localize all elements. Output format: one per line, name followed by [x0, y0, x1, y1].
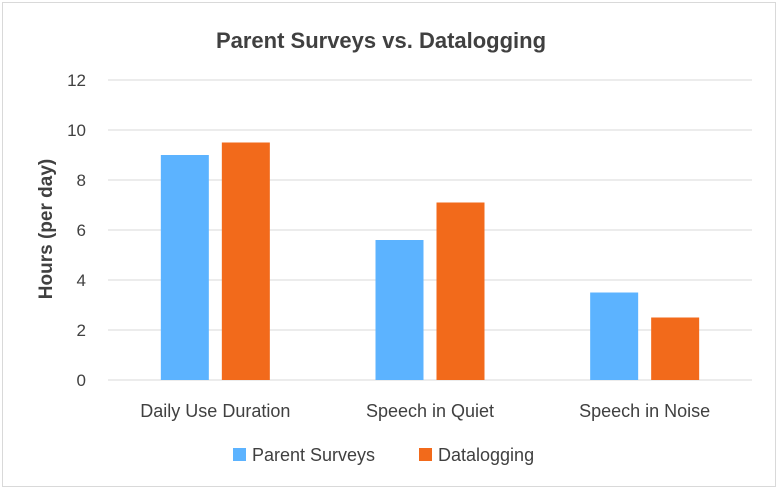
gridlines: [108, 79, 752, 381]
y-axis-label: Hours (per day): [36, 159, 57, 299]
y-tick-label: 6: [77, 221, 86, 240]
x-category-label: Daily Use Duration: [140, 401, 290, 421]
legend-swatch: [419, 448, 432, 461]
y-tick-label: 8: [77, 171, 86, 190]
legend-swatch: [233, 448, 246, 461]
chart-title: Parent Surveys vs. Datalogging: [216, 28, 546, 53]
y-tick-label: 12: [67, 71, 86, 90]
bar-datalogging: [436, 202, 485, 380]
y-tick-label: 0: [77, 371, 86, 390]
legend-label: Parent Surveys: [252, 445, 375, 465]
y-tick-label: 10: [67, 121, 86, 140]
y-axis-ticks: 0 2 4 6 8 10 12: [67, 71, 86, 390]
x-axis-categories: Daily Use Duration Speech in Quiet Speech …: [140, 401, 710, 421]
bar-parent-surveys: [590, 292, 639, 380]
y-tick-label: 4: [77, 271, 86, 290]
x-category-label: Speech in Noise: [579, 401, 710, 421]
bar-datalogging: [651, 317, 700, 380]
bar-parent-surveys: [375, 240, 424, 380]
bars: [160, 142, 700, 380]
x-category-label: Speech in Quiet: [366, 401, 494, 421]
y-tick-label: 2: [77, 321, 86, 340]
bar-parent-surveys: [160, 155, 209, 380]
legend: Parent Surveys Datalogging: [233, 445, 534, 465]
legend-label: Datalogging: [438, 445, 534, 465]
bar-datalogging: [221, 142, 270, 380]
